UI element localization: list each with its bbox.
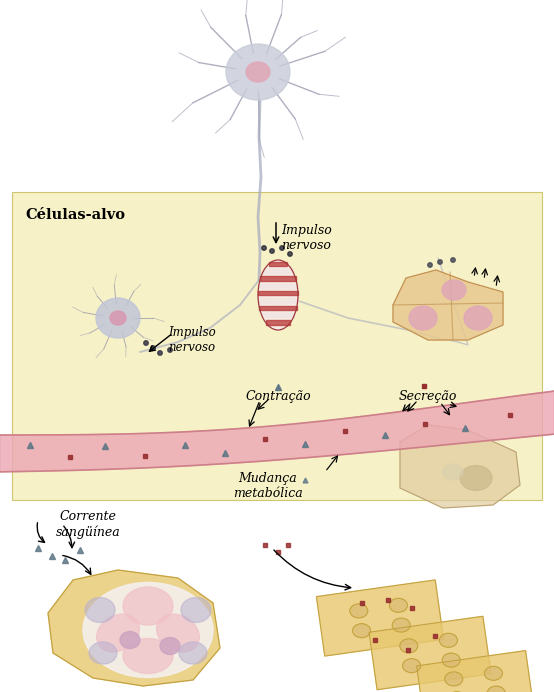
Bar [269,262,288,266]
Ellipse shape [158,351,162,355]
Text: Mudança
metabólica: Mudança metabólica [233,472,303,500]
Ellipse shape [226,44,290,100]
Bar [259,284,297,288]
Ellipse shape [288,252,293,256]
Bar [263,268,293,273]
Polygon shape [400,425,520,508]
Ellipse shape [270,248,274,253]
Ellipse shape [143,340,148,345]
Ellipse shape [403,659,420,673]
Ellipse shape [123,639,173,673]
Polygon shape [48,570,220,686]
Ellipse shape [484,666,502,680]
Ellipse shape [392,618,410,632]
Ellipse shape [160,637,180,655]
Ellipse shape [157,614,199,652]
Ellipse shape [110,311,126,325]
Ellipse shape [464,306,492,330]
Ellipse shape [246,62,270,82]
Ellipse shape [181,597,211,623]
Ellipse shape [123,587,173,625]
Bar [260,276,296,281]
Polygon shape [369,617,491,690]
Ellipse shape [442,653,460,667]
Ellipse shape [120,632,140,648]
Ellipse shape [352,623,371,638]
Ellipse shape [389,599,407,612]
Ellipse shape [460,466,492,491]
Bar [261,313,294,318]
Ellipse shape [409,306,437,330]
FancyBboxPatch shape [12,192,542,500]
Polygon shape [316,580,444,656]
Ellipse shape [168,348,172,352]
Ellipse shape [442,280,466,300]
Text: Impulso
nervoso: Impulso nervoso [281,224,332,252]
Ellipse shape [258,260,298,330]
Text: Secreção: Secreção [399,390,457,403]
Bar [258,298,297,302]
Ellipse shape [443,464,463,480]
Ellipse shape [400,639,418,653]
Ellipse shape [280,246,284,251]
Polygon shape [417,650,534,692]
Ellipse shape [350,604,368,618]
Text: Impulso
nervoso: Impulso nervoso [168,326,216,354]
Ellipse shape [96,614,140,652]
Ellipse shape [445,672,463,686]
Ellipse shape [151,346,155,350]
Text: Células-alvo: Células-alvo [25,208,125,222]
Text: Contração: Contração [245,390,311,403]
Ellipse shape [85,597,115,623]
Bar [266,320,290,325]
Ellipse shape [439,633,458,647]
Ellipse shape [487,686,505,692]
Text: Corrente
sangüínea: Corrente sangüínea [55,510,120,538]
Ellipse shape [451,257,455,262]
Ellipse shape [438,260,442,264]
Ellipse shape [179,642,207,664]
Ellipse shape [428,263,432,267]
Bar [259,305,296,310]
Polygon shape [393,270,503,340]
Ellipse shape [83,583,213,677]
Ellipse shape [96,298,140,338]
Bar [258,291,298,295]
Ellipse shape [261,246,266,251]
Ellipse shape [89,642,117,664]
